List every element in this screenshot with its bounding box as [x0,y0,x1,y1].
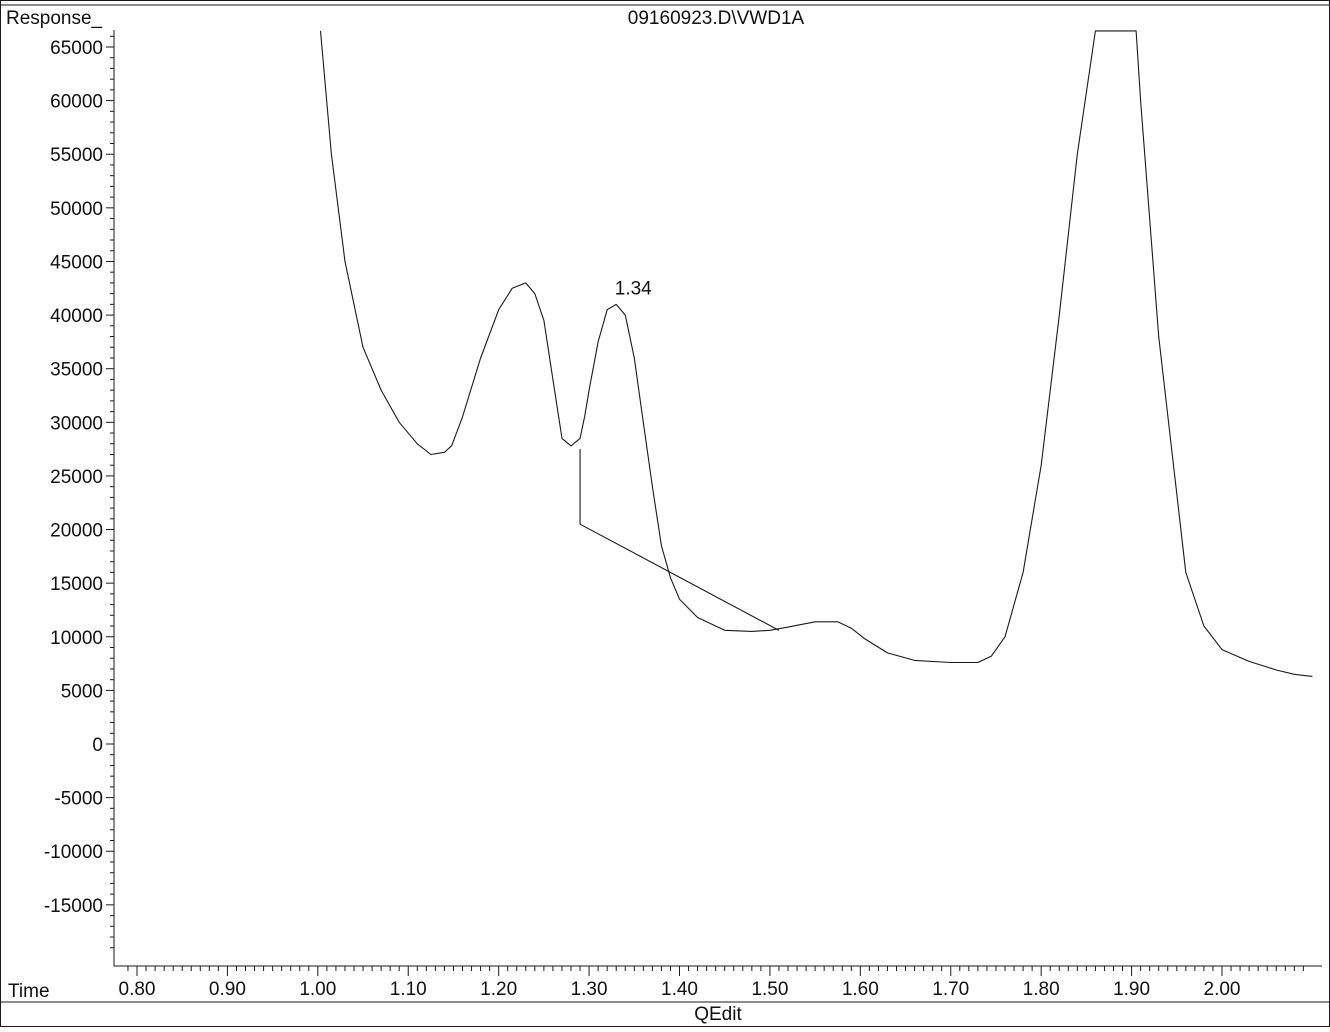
y-tick-label: 60000 [50,92,103,113]
y-tick-label: 55000 [50,145,103,166]
x-tick-label: 0.90 [209,979,246,1000]
integration-baseline [579,523,780,631]
x-tick-label: 1.00 [299,979,336,1000]
y-tick-label: 30000 [50,413,103,434]
x-axis-title: Time [8,981,50,1002]
y-tick-label: 5000 [61,681,103,702]
y-tick-label: 35000 [50,360,103,381]
x-tick-label: 1.30 [571,979,608,1000]
y-tick-label: 15000 [50,574,103,595]
x-tick-label: 1.60 [842,979,879,1000]
y-tick-label: 65000 [50,38,103,59]
y-tick-label: -10000 [44,842,103,863]
plot-layer: 1.34 [319,30,1313,677]
x-tick-label: 1.20 [480,979,517,1000]
y-tick-label: 40000 [50,306,103,327]
x-tick-label: 0.80 [119,979,156,1000]
y-tick-label: 25000 [50,467,103,488]
x-tick-label: 1.70 [932,979,969,1000]
y-tick-label: 20000 [50,521,103,542]
x-axis-ticks: 0.80 0.90 1.00 1.10 1.20 1.30 1.40 1.50 1.60 1.70… [119,966,1304,1000]
peak-retention-label: 1.34 [615,278,652,299]
chromatogram-trace [319,30,1313,677]
x-tick-label: 1.10 [390,979,427,1000]
x-tick-label: 1.80 [1023,979,1060,1000]
footer-caption: QEdit [694,1004,742,1025]
x-tick-label: 1.50 [751,979,788,1000]
x-tick-label: 1.90 [1113,979,1150,1000]
y-tick-label: 45000 [50,252,103,273]
y-axis-ticks: 6500060000550005000045000400003500030000… [44,35,114,949]
y-tick-label: 0 [92,735,103,756]
x-tick-label: 2.00 [1204,979,1241,1000]
y-tick-label: 10000 [50,628,103,649]
y-tick-label: -5000 [54,789,103,810]
y-tick-label: 50000 [50,199,103,220]
chart-title: 09160923.D\VWD1A [628,8,805,29]
y-tick-label: -15000 [44,896,103,917]
x-tick-label: 1.40 [661,979,698,1000]
y-axis-title: Response_ [6,8,103,29]
